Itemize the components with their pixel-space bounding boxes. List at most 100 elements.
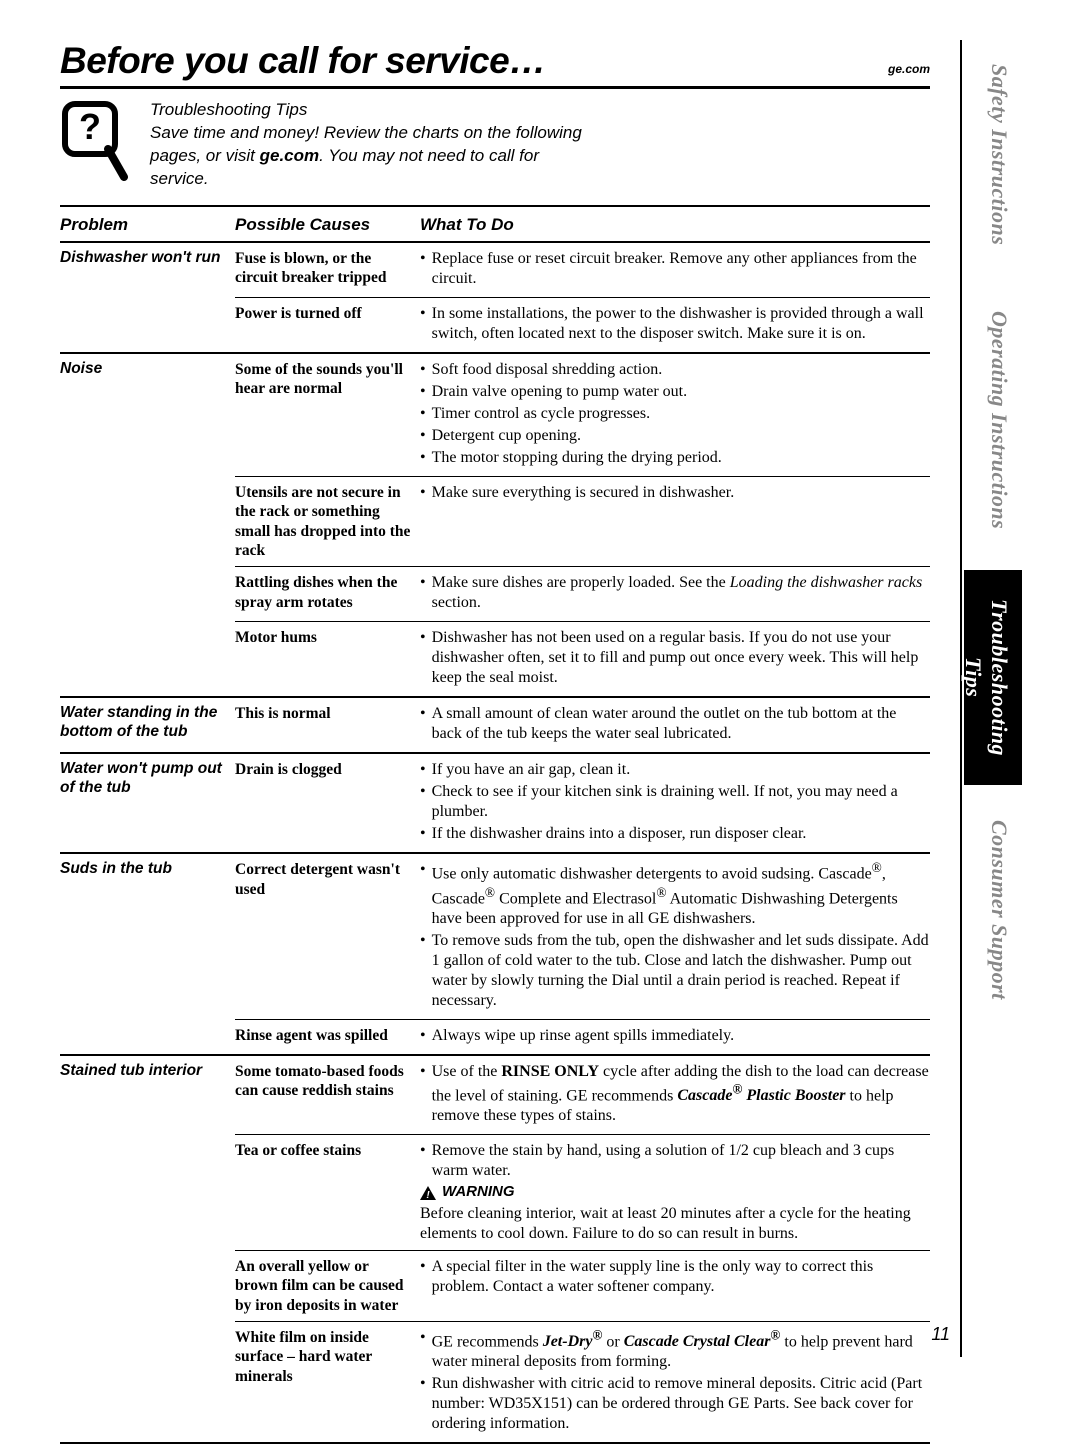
intro-row: ? Troubleshooting Tips Save time and mon… <box>60 89 930 207</box>
bullet-item: Soft food disposal shredding action. <box>420 360 930 380</box>
bullet-item: Drain valve opening to pump water out. <box>420 382 930 402</box>
table-body: Dishwasher won't runFuse is blown, or th… <box>60 243 930 1444</box>
intro-text: Troubleshooting Tips Save time and money… <box>150 99 590 191</box>
todo-cell: Use of the RINSE ONLY cycle after adding… <box>420 1056 930 1134</box>
problem-cell: Suds in the tub <box>60 854 235 1054</box>
problem-cell: Water standing in the bottom of the tub <box>60 698 235 752</box>
cause-cell: Power is turned off <box>235 298 420 352</box>
bullet-item: Run dishwasher with citric acid to remov… <box>420 1374 930 1434</box>
table-row: Stained tub interiorSome tomato-based fo… <box>60 1056 930 1444</box>
problem-cell: Stained tub interior <box>60 1056 235 1443</box>
sidebar-tab: Safety Instructions <box>964 40 1022 270</box>
bullet-item: Always wipe up rinse agent spills immedi… <box>420 1026 930 1046</box>
subrow: Some of the sounds you'll hear are norma… <box>235 354 930 477</box>
cause-cell: Correct detergent wasn't used <box>235 854 420 1019</box>
magnifier-question-icon: ? <box>60 99 130 189</box>
todo-cell: GE recommends Jet-Dry® or Cascade Crysta… <box>420 1322 930 1442</box>
todo-cell: Remove the stain by hand, using a soluti… <box>420 1135 930 1250</box>
problem-cell: Noise <box>60 354 235 697</box>
cause-group: Some tomato-based foods can cause reddis… <box>235 1056 930 1443</box>
todo-cell: In some installations, the power to the … <box>420 298 930 352</box>
sidebar-tab: Consumer Support <box>964 785 1022 1035</box>
cause-cell: Some tomato-based foods can cause reddis… <box>235 1056 420 1134</box>
table-row: NoiseSome of the sounds you'll hear are … <box>60 354 930 699</box>
page-title: Before you call for service… <box>60 40 546 82</box>
problem-cell: Water won't pump out of the tub <box>60 754 235 852</box>
intro-heading: Troubleshooting Tips <box>150 99 590 122</box>
bullet-text: Check to see if your kitchen sink is dra… <box>432 782 930 822</box>
subrow: Utensils are not secure in the rack or s… <box>235 477 930 568</box>
bullet-item: Replace fuse or reset circuit breaker. R… <box>420 249 930 289</box>
bullet-text: A small amount of clean water around the… <box>432 704 930 744</box>
bullet-item: A small amount of clean water around the… <box>420 704 930 744</box>
subrow: Some tomato-based foods can cause reddis… <box>235 1056 930 1135</box>
bullet-text: Timer control as cycle progresses. <box>432 404 930 424</box>
subrow: Correct detergent wasn't usedUse only au… <box>235 854 930 1020</box>
bullet-text: Soft food disposal shredding action. <box>432 360 930 380</box>
bullet-item: Timer control as cycle progresses. <box>420 404 930 424</box>
bullet-text: Make sure dishes are properly loaded. Se… <box>432 573 930 613</box>
col-header-cause: Possible Causes <box>235 215 420 235</box>
warning-label: !WARNING <box>420 1183 930 1202</box>
bullet-item: Make sure everything is secured in dishw… <box>420 483 930 503</box>
subrow: This is normalA small amount of clean wa… <box>235 698 930 752</box>
bullet-text: Run dishwasher with citric acid to remov… <box>432 1374 930 1434</box>
todo-cell: If you have an air gap, clean it.Check t… <box>420 754 930 852</box>
table-row: Water won't pump out of the tubDrain is … <box>60 754 930 854</box>
bullet-text: Always wipe up rinse agent spills immedi… <box>432 1026 930 1046</box>
bullet-item: To remove suds from the tub, open the di… <box>420 931 930 1011</box>
cause-cell: Some of the sounds you'll hear are norma… <box>235 354 420 476</box>
todo-cell: A small amount of clean water around the… <box>420 698 930 752</box>
cause-group: Fuse is blown, or the circuit breaker tr… <box>235 243 930 352</box>
cause-group: Some of the sounds you'll hear are norma… <box>235 354 930 697</box>
bullet-item: Use of the RINSE ONLY cycle after adding… <box>420 1062 930 1126</box>
todo-cell: Make sure everything is secured in dishw… <box>420 477 930 567</box>
page-header: Before you call for service… ge.com <box>60 40 930 89</box>
page: Before you call for service… ge.com ? Tr… <box>60 40 1020 1357</box>
col-header-todo: What To Do <box>420 215 930 235</box>
page-number: 11 <box>931 1324 950 1345</box>
cause-cell: Tea or coffee stains <box>235 1135 420 1250</box>
todo-cell: Dishwasher has not been used on a regula… <box>420 622 930 696</box>
todo-cell: Make sure dishes are properly loaded. Se… <box>420 567 930 621</box>
todo-cell: Always wipe up rinse agent spills immedi… <box>420 1020 930 1054</box>
bullet-text: Use only automatic dishwasher detergents… <box>432 860 930 929</box>
todo-cell: Soft food disposal shredding action.Drai… <box>420 354 930 476</box>
cause-cell: Drain is clogged <box>235 754 420 852</box>
subrow: Rattling dishes when the spray arm rotat… <box>235 567 930 622</box>
subrow: Tea or coffee stainsRemove the stain by … <box>235 1135 930 1251</box>
subrow: An overall yellow or brown film can be c… <box>235 1251 930 1322</box>
bullet-text: GE recommends Jet-Dry® or Cascade Crysta… <box>432 1328 930 1372</box>
table-header: Problem Possible Causes What To Do <box>60 207 930 243</box>
todo-cell: Use only automatic dishwasher detergents… <box>420 854 930 1019</box>
subrow: White film on inside surface – hard wate… <box>235 1322 930 1442</box>
cause-cell: Motor hums <box>235 622 420 696</box>
cause-group: This is normalA small amount of clean wa… <box>235 698 930 752</box>
bullet-text: Dishwasher has not been used on a regula… <box>432 628 930 688</box>
cause-group: Drain is cloggedIf you have an air gap, … <box>235 754 930 852</box>
problem-cell: Dishwasher won't run <box>60 243 235 352</box>
table-row: Suds in the tubCorrect detergent wasn't … <box>60 854 930 1056</box>
bullet-item: A special filter in the water supply lin… <box>420 1257 930 1297</box>
todo-cell: Replace fuse or reset circuit breaker. R… <box>420 243 930 297</box>
subrow: Rinse agent was spilled Always wipe up ri… <box>235 1020 930 1054</box>
subrow: Fuse is blown, or the circuit breaker tr… <box>235 243 930 298</box>
bullet-item: Check to see if your kitchen sink is dra… <box>420 782 930 822</box>
subrow: Motor humsDishwasher has not been used o… <box>235 622 930 696</box>
bullet-item: Remove the stain by hand, using a soluti… <box>420 1141 930 1181</box>
bullet-item: Dishwasher has not been used on a regula… <box>420 628 930 688</box>
bullet-text: Make sure everything is secured in dishw… <box>432 483 930 503</box>
bullet-item: Use only automatic dishwasher detergents… <box>420 860 930 929</box>
svg-text:?: ? <box>79 106 101 147</box>
sidebar-tab: Troubleshooting Tips <box>964 570 1022 785</box>
intro-body-bold: ge.com <box>260 146 320 165</box>
bullet-text: In some installations, the power to the … <box>432 304 930 344</box>
bullet-text: Replace fuse or reset circuit breaker. R… <box>432 249 930 289</box>
main-content: Before you call for service… ge.com ? Tr… <box>60 40 960 1357</box>
bullet-text: If you have an air gap, clean it. <box>432 760 930 780</box>
bullet-text: To remove suds from the tub, open the di… <box>432 931 930 1011</box>
cause-cell: Fuse is blown, or the circuit breaker tr… <box>235 243 420 297</box>
bullet-text: Detergent cup opening. <box>432 426 930 446</box>
sidebar-tab: Operating Instructions <box>964 270 1022 570</box>
cause-cell: Rinse agent was spilled <box>235 1020 420 1054</box>
